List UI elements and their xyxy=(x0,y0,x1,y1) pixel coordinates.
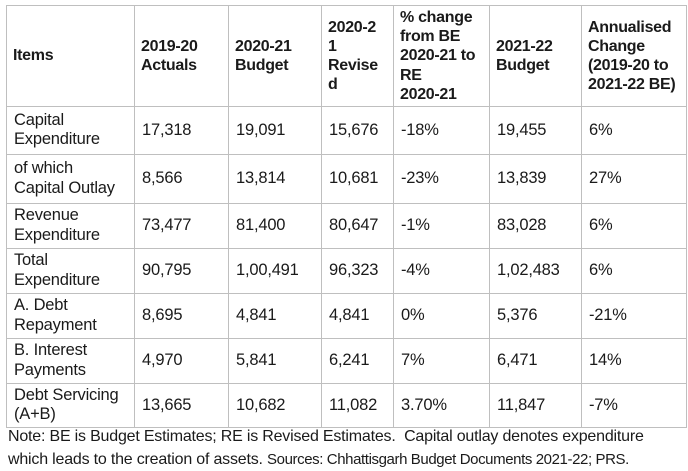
table-row-debt-servicing: Debt Servicing (A+B) 13,665 10,682 11,08… xyxy=(6,382,687,428)
value-cell: 4,841 xyxy=(321,292,394,339)
value-cell: 8,566 xyxy=(134,153,229,204)
value-cell: -4% xyxy=(393,247,490,294)
value-cell: 4,841 xyxy=(228,292,322,339)
table-row-capital-outlay: of which Capital Outlay 8,566 13,814 10,… xyxy=(6,153,687,204)
value-cell: 0% xyxy=(393,292,490,339)
value-cell: 3.70% xyxy=(393,382,490,428)
value-cell: -7% xyxy=(581,382,687,428)
value-cell: 27% xyxy=(581,153,687,204)
column-header-2021-22-budget: 2021-22 Budget xyxy=(489,5,582,107)
value-cell: -1% xyxy=(393,202,490,249)
table-row-capital-expenditure: Capital Expenditure 17,318 19,091 15,676… xyxy=(6,105,687,155)
column-header-2020-21-budget: 2020-21 Budget xyxy=(228,5,322,107)
table-row-revenue-expenditure: Revenue Expenditure 73,477 81,400 80,647… xyxy=(6,202,687,249)
value-cell: -18% xyxy=(393,105,490,155)
table-row-interest-payments: B. Interest Payments 4,970 5,841 6,241 7… xyxy=(6,337,687,384)
value-cell: 6% xyxy=(581,202,687,249)
value-cell: 6,471 xyxy=(489,337,582,384)
value-cell: 83,028 xyxy=(489,202,582,249)
value-cell: 90,795 xyxy=(134,247,229,294)
value-cell: 17,318 xyxy=(134,105,229,155)
item-cell: Total Expenditure xyxy=(6,247,135,294)
value-cell: 13,839 xyxy=(489,153,582,204)
value-cell: 4,970 xyxy=(134,337,229,384)
value-cell: 13,665 xyxy=(134,382,229,428)
value-cell: 19,455 xyxy=(489,105,582,155)
column-header-2020-21-revised: 2020-2 1 Revise d xyxy=(321,5,394,107)
item-cell: A. Debt Repayment xyxy=(6,292,135,339)
value-cell: 6,241 xyxy=(321,337,394,384)
value-cell: 10,681 xyxy=(321,153,394,204)
value-cell: 11,082 xyxy=(321,382,394,428)
column-header-annualised-change: Annualised Change (2019-20 to 2021-22 BE… xyxy=(581,5,687,107)
item-cell: of which Capital Outlay xyxy=(6,153,135,204)
item-cell: Capital Expenditure xyxy=(6,105,135,155)
value-cell: 73,477 xyxy=(134,202,229,249)
value-cell: 5,376 xyxy=(489,292,582,339)
value-cell: 11,847 xyxy=(489,382,582,428)
value-cell: 7% xyxy=(393,337,490,384)
item-cell: Revenue Expenditure xyxy=(6,202,135,249)
footnote-text: Note: BE is Budget Estimates; RE is Revi… xyxy=(8,428,648,468)
column-header-2019-20-actuals: 2019-20 Actuals xyxy=(134,5,229,107)
value-cell: 1,02,483 xyxy=(489,247,582,294)
value-cell: 10,682 xyxy=(228,382,322,428)
table-row-debt-repayment: A. Debt Repayment 8,695 4,841 4,841 0% 5… xyxy=(6,292,687,339)
item-cell: B. Interest Payments xyxy=(6,337,135,384)
value-cell: 13,814 xyxy=(228,153,322,204)
value-cell: -21% xyxy=(581,292,687,339)
value-cell: 15,676 xyxy=(321,105,394,155)
footnote-sources: Sources: Chhattisgarh Budget Documents 2… xyxy=(267,450,629,468)
footnote: Note: BE is Budget Estimates; RE is Revi… xyxy=(8,426,684,471)
value-cell: 1,00,491 xyxy=(228,247,322,294)
value-cell: 8,695 xyxy=(134,292,229,339)
value-cell: -23% xyxy=(393,153,490,204)
column-header-percent-change: % change from BE 2020-21 to RE 2020-21 xyxy=(393,5,490,107)
value-cell: 6% xyxy=(581,247,687,294)
item-cell: Debt Servicing (A+B) xyxy=(6,382,135,428)
value-cell: 5,841 xyxy=(228,337,322,384)
value-cell: 6% xyxy=(581,105,687,155)
expenditure-table: Items 2019-20 Actuals 2020-21 Budget 202… xyxy=(6,5,687,428)
table-row-total-expenditure: Total Expenditure 90,795 1,00,491 96,323… xyxy=(6,247,687,294)
value-cell: 19,091 xyxy=(228,105,322,155)
value-cell: 81,400 xyxy=(228,202,322,249)
column-header-items: Items xyxy=(6,5,135,107)
value-cell: 96,323 xyxy=(321,247,394,294)
value-cell: 80,647 xyxy=(321,202,394,249)
value-cell: 14% xyxy=(581,337,687,384)
header-row: Items 2019-20 Actuals 2020-21 Budget 202… xyxy=(6,5,687,107)
